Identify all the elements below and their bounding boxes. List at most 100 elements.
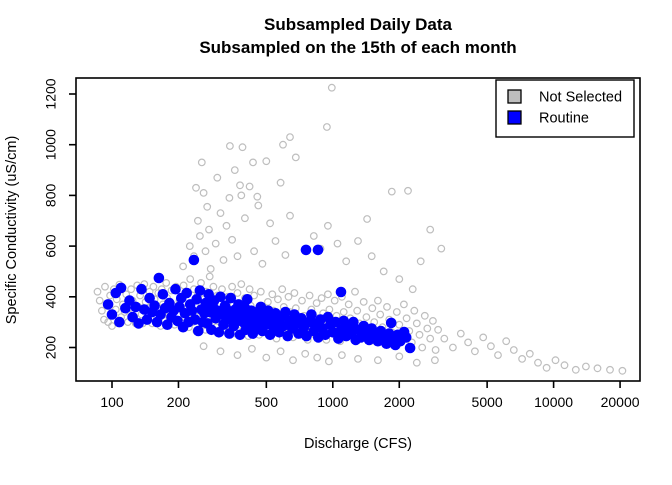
data-point: [193, 216, 202, 225]
data-point: [95, 296, 104, 305]
data-point: [264, 298, 272, 306]
data-point: [215, 291, 226, 303]
data-point: [245, 285, 254, 294]
data-point: [240, 214, 249, 223]
data-point: [509, 346, 518, 354]
data-point: [434, 325, 443, 334]
data-point: [170, 283, 181, 295]
data-point: [222, 221, 231, 230]
x-tick-label: 20000: [601, 394, 640, 410]
data-point: [327, 83, 336, 92]
data-point: [339, 308, 348, 316]
data-point: [188, 254, 200, 266]
data-point: [225, 193, 234, 202]
data-point: [333, 239, 342, 248]
data-point: [149, 300, 160, 312]
data-point: [266, 219, 275, 228]
data-point: [426, 334, 435, 343]
data-point: [157, 289, 169, 300]
data-point: [437, 244, 446, 253]
data-point: [593, 364, 602, 373]
data-point: [312, 244, 324, 256]
data-point: [136, 283, 147, 295]
data-point: [216, 347, 225, 356]
data-point: [420, 311, 429, 320]
data-point: [256, 287, 265, 296]
data-point: [245, 182, 254, 191]
data-point: [247, 344, 256, 353]
routine-points: [102, 244, 416, 354]
data-point: [216, 209, 225, 218]
data-point: [335, 286, 347, 298]
x-tick-label: 200: [167, 394, 191, 410]
data-point: [298, 296, 306, 305]
data-point: [286, 211, 294, 220]
data-point: [502, 337, 511, 346]
data-point: [306, 309, 317, 320]
legend: Not Selected Routine: [495, 79, 635, 138]
data-point: [279, 140, 287, 149]
x-tick-label: 10000: [534, 394, 573, 410]
data-point: [233, 351, 242, 360]
data-point: [100, 315, 108, 324]
data-point: [342, 257, 351, 266]
data-point: [236, 181, 244, 190]
data-point: [376, 310, 385, 319]
data-point: [238, 143, 247, 152]
data-point: [385, 317, 397, 329]
data-point: [518, 355, 526, 363]
data-point: [286, 133, 294, 142]
data-point: [351, 287, 359, 296]
data-point: [281, 251, 290, 259]
data-point: [225, 142, 234, 150]
data-point: [551, 356, 560, 365]
data-point: [195, 232, 204, 240]
data-point: [262, 353, 271, 362]
data-point: [387, 187, 396, 196]
data-point: [402, 314, 411, 323]
data-point: [374, 296, 382, 305]
data-point: [479, 333, 488, 342]
data-point: [415, 330, 424, 339]
data-point: [153, 272, 165, 284]
x-tick-label: 100: [100, 394, 124, 410]
data-point: [179, 281, 188, 290]
data-point: [213, 173, 222, 182]
data-point: [410, 306, 419, 315]
data-point: [193, 325, 204, 337]
data-point: [179, 262, 188, 271]
data-point: [199, 188, 208, 197]
data-point: [199, 342, 208, 351]
data-point: [194, 285, 206, 296]
data-point: [412, 319, 421, 328]
y-tick-label: 800: [43, 184, 59, 208]
data-point: [408, 285, 417, 294]
data-point: [130, 301, 141, 313]
data-point: [280, 306, 291, 318]
data-point: [106, 309, 118, 320]
data-point: [494, 351, 502, 360]
data-point: [426, 225, 435, 234]
data-point: [144, 292, 155, 304]
legend-label-not-selected: Not Selected: [539, 90, 622, 106]
data-point: [383, 303, 391, 311]
data-point: [323, 123, 331, 131]
data-point: [354, 237, 362, 245]
data-point: [242, 294, 253, 305]
data-point: [542, 363, 551, 372]
data-point: [284, 292, 293, 301]
data-point: [225, 292, 237, 304]
data-point: [254, 201, 263, 210]
data-point: [325, 357, 333, 366]
data-point: [395, 275, 404, 284]
y-tick-label: 600: [43, 234, 59, 258]
data-point: [367, 252, 376, 261]
data-point: [440, 334, 449, 343]
data-point: [197, 158, 206, 167]
data-point: [233, 252, 242, 261]
data-point: [423, 324, 432, 333]
data-point: [133, 318, 144, 329]
data-point: [317, 294, 326, 303]
data-point: [108, 322, 116, 330]
data-point: [395, 352, 404, 361]
